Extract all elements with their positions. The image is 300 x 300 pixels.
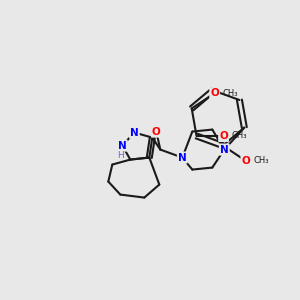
Text: O: O <box>152 127 161 136</box>
Text: H: H <box>117 151 124 160</box>
Text: N: N <box>178 153 187 163</box>
Text: CH₃: CH₃ <box>232 131 247 140</box>
Text: N: N <box>118 141 127 151</box>
Text: N: N <box>220 145 229 154</box>
Text: CH₃: CH₃ <box>254 156 269 165</box>
Text: N: N <box>130 128 139 138</box>
Text: O: O <box>242 156 250 166</box>
Text: O: O <box>210 88 219 98</box>
Text: O: O <box>219 131 228 141</box>
Text: CH₃: CH₃ <box>223 89 238 98</box>
